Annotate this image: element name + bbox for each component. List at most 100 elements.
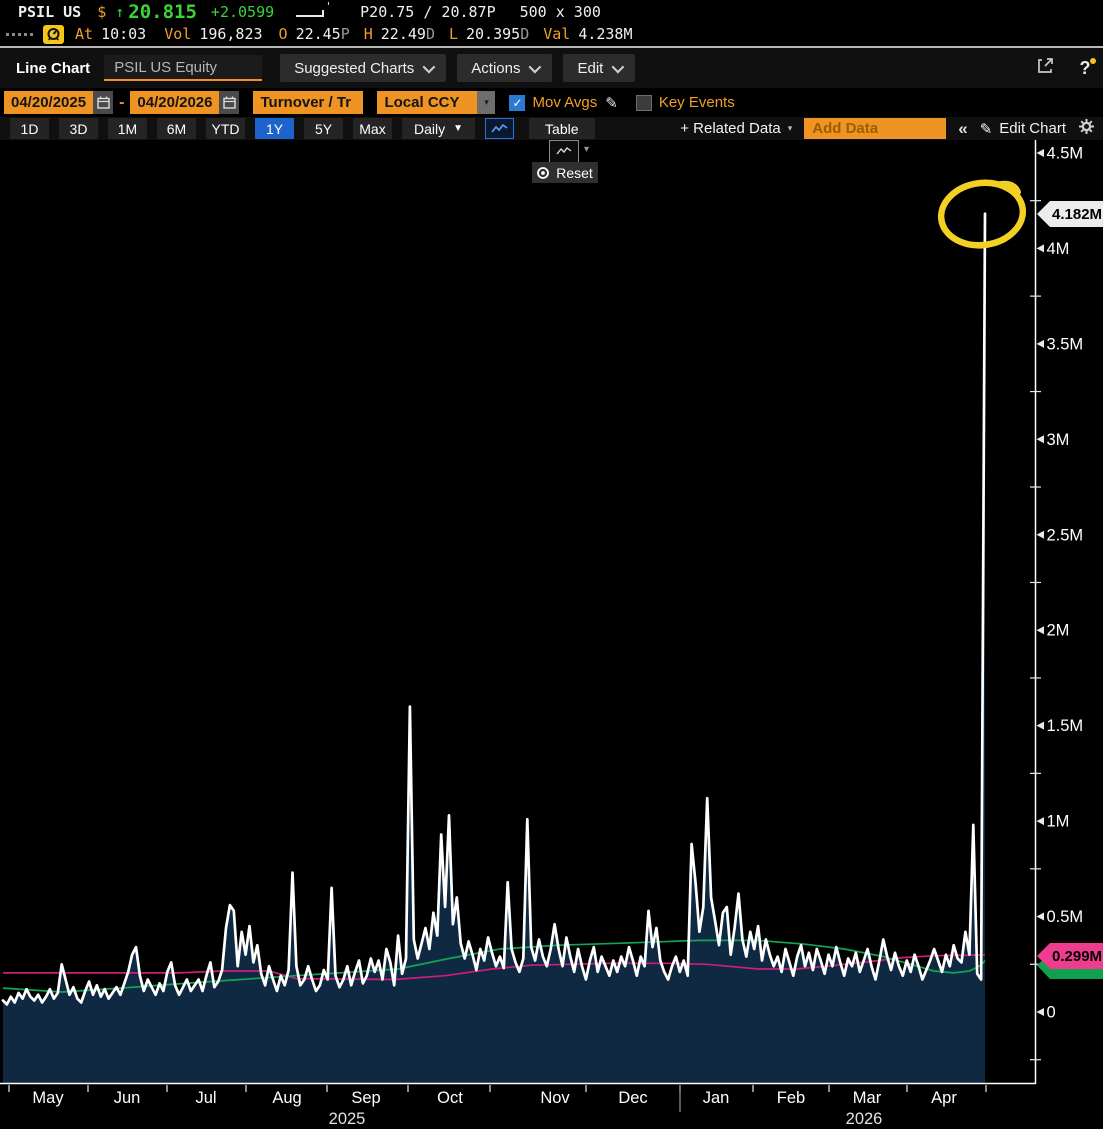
month-label: Oct <box>437 1089 463 1107</box>
period-tab-bar: 1D 3D 1M 6M YTD 1Y 5Y Max Daily ▼ Table … <box>0 117 1103 140</box>
mov-avgs-checkbox[interactable]: ✓ <box>509 95 525 111</box>
tab-5y[interactable]: 5Y <box>304 118 343 139</box>
edit-button[interactable]: Edit <box>563 54 635 82</box>
currency-field[interactable]: Local CCY <box>377 91 477 114</box>
caret-down-icon: ▼ <box>453 123 463 134</box>
suggested-charts-label: Suggested Charts <box>294 60 414 77</box>
add-data-input[interactable]: Add Data <box>804 118 946 139</box>
study-field[interactable]: Turnover / Tr <box>253 91 363 114</box>
tab-max[interactable]: Max <box>353 118 392 139</box>
actions-button[interactable]: Actions <box>457 54 552 82</box>
collapse-panel-icon[interactable]: « <box>958 119 967 139</box>
tab-label: Max <box>359 121 385 137</box>
chart-panel: 4.5M4M3.5M3M2.5M2M1.5M1M0.5M0 ▾ Reset 4.… <box>0 140 1103 1085</box>
calendar-icon[interactable] <box>93 91 113 114</box>
chevron-down-icon <box>529 60 542 73</box>
suggested-charts-button[interactable]: Suggested Charts <box>280 54 446 82</box>
caret-down-icon[interactable]: ▾ <box>584 144 589 155</box>
month-label: Apr <box>931 1089 957 1107</box>
delayed-clock-icon[interactable] <box>43 25 64 44</box>
date-to-field[interactable]: 04/20/2026 <box>130 91 219 114</box>
mov-avgs-edit-pencil-icon[interactable]: ✎ <box>605 94 618 112</box>
month-label: May <box>32 1089 64 1107</box>
month-label: Nov <box>540 1089 570 1107</box>
edit-chart-button[interactable]: ✎ Edit Chart <box>980 120 1066 138</box>
drag-dots-icon <box>6 33 33 36</box>
page-title: Line Chart <box>16 60 90 77</box>
caret-down-icon: ▾ <box>788 123 793 134</box>
study-value: Turnover / Tr <box>260 94 351 111</box>
last-value-text: 4.182M <box>1052 206 1102 223</box>
y-tick-label: 2M <box>1047 622 1070 640</box>
tab-label: 5Y <box>315 121 332 137</box>
pencil-icon: ✎ <box>980 120 993 138</box>
date-range-separator: - <box>119 94 124 112</box>
frequency-dropdown[interactable]: Daily ▼ <box>402 118 475 139</box>
value-traded: 4.238M <box>578 25 632 43</box>
table-label: Table <box>545 121 578 137</box>
calendar-icon[interactable] <box>219 91 239 114</box>
month-label: Jun <box>114 1089 141 1107</box>
header-line-2: At 10:03 Vol 196,823 O 22.45 P H 22.49 D… <box>0 24 1103 44</box>
tab-1m[interactable]: 1M <box>108 118 147 139</box>
y-major-tick-arrow <box>1037 244 1045 252</box>
high-label: H <box>364 25 373 43</box>
volume-chart-plot[interactable]: 4.5M4M3.5M3M2.5M2M1.5M1M0.5M0 <box>0 140 1103 1085</box>
tab-label: 1Y <box>266 121 283 137</box>
high-flag: D <box>426 25 435 43</box>
date-from-field[interactable]: 04/20/2025 <box>4 91 93 114</box>
key-events-checkbox[interactable] <box>636 95 652 111</box>
tab-ytd[interactable]: YTD <box>206 118 245 139</box>
y-tick-label: 4M <box>1047 240 1070 258</box>
line-chart-type-button[interactable] <box>485 118 514 139</box>
tab-3d[interactable]: 3D <box>59 118 98 139</box>
y-tick-label: 0.5M <box>1047 908 1084 926</box>
magenta-ma-badge: 0.299M <box>1037 943 1103 969</box>
month-label: Jul <box>195 1089 216 1107</box>
y-major-tick-arrow <box>1037 531 1045 539</box>
reset-zoom-button[interactable]: Reset <box>532 162 598 183</box>
tab-label: 3D <box>70 121 88 137</box>
help-icon[interactable]: ? <box>1077 58 1093 79</box>
open-flag: P <box>341 25 350 43</box>
month-label: Mar <box>853 1089 882 1107</box>
currency-symbol: $ <box>97 3 106 21</box>
check-icon: ✓ <box>512 96 522 110</box>
table-button[interactable]: Table <box>529 118 594 139</box>
val-label: Val <box>543 25 570 43</box>
y-tick-label: 2.5M <box>1047 526 1084 544</box>
high-value: 22.49 <box>381 25 426 43</box>
tab-1d[interactable]: 1D <box>10 118 49 139</box>
month-label: Feb <box>777 1089 805 1107</box>
chart-style-mini-button[interactable] <box>549 140 579 163</box>
date-to-value: 04/20/2026 <box>137 94 212 111</box>
tab-label: 6M <box>167 121 186 137</box>
tab-label: 1D <box>21 121 39 137</box>
tab-1y-active[interactable]: 1Y <box>255 118 294 139</box>
month-label: Dec <box>618 1089 647 1107</box>
currency-value: Local CCY <box>384 94 459 111</box>
vol-label: Vol <box>164 25 191 43</box>
y-major-tick-arrow <box>1037 913 1045 921</box>
tab-label: YTD <box>212 121 240 137</box>
export-share-icon[interactable] <box>1036 56 1055 80</box>
currency-dropdown-icon[interactable]: ▾ <box>477 91 495 114</box>
low-value: 20.395 <box>466 25 520 43</box>
y-major-tick-arrow <box>1037 817 1045 825</box>
up-arrow-icon: ↑ <box>115 3 124 21</box>
low-flag: D <box>520 25 529 43</box>
y-major-tick-arrow <box>1037 149 1045 157</box>
y-major-tick-arrow <box>1037 1008 1045 1016</box>
related-data-button[interactable]: + Related Data ▾ <box>680 120 792 137</box>
last-value-badge: 4.182M <box>1037 201 1103 227</box>
month-label: Aug <box>272 1089 301 1107</box>
chart-toolbar: Line Chart Suggested Charts Actions Edit… <box>0 48 1103 88</box>
x-axis-labels: MayJunJulAugSepOctNovDecJanFebMarApr2025… <box>0 1085 1103 1129</box>
open-label: O <box>279 25 288 43</box>
settings-gear-icon[interactable] <box>1078 118 1095 140</box>
actions-label: Actions <box>471 60 520 77</box>
target-icon <box>537 167 549 179</box>
tab-6m[interactable]: 6M <box>157 118 196 139</box>
security-input[interactable] <box>104 55 262 81</box>
y-tick-label: 1.5M <box>1047 717 1084 735</box>
